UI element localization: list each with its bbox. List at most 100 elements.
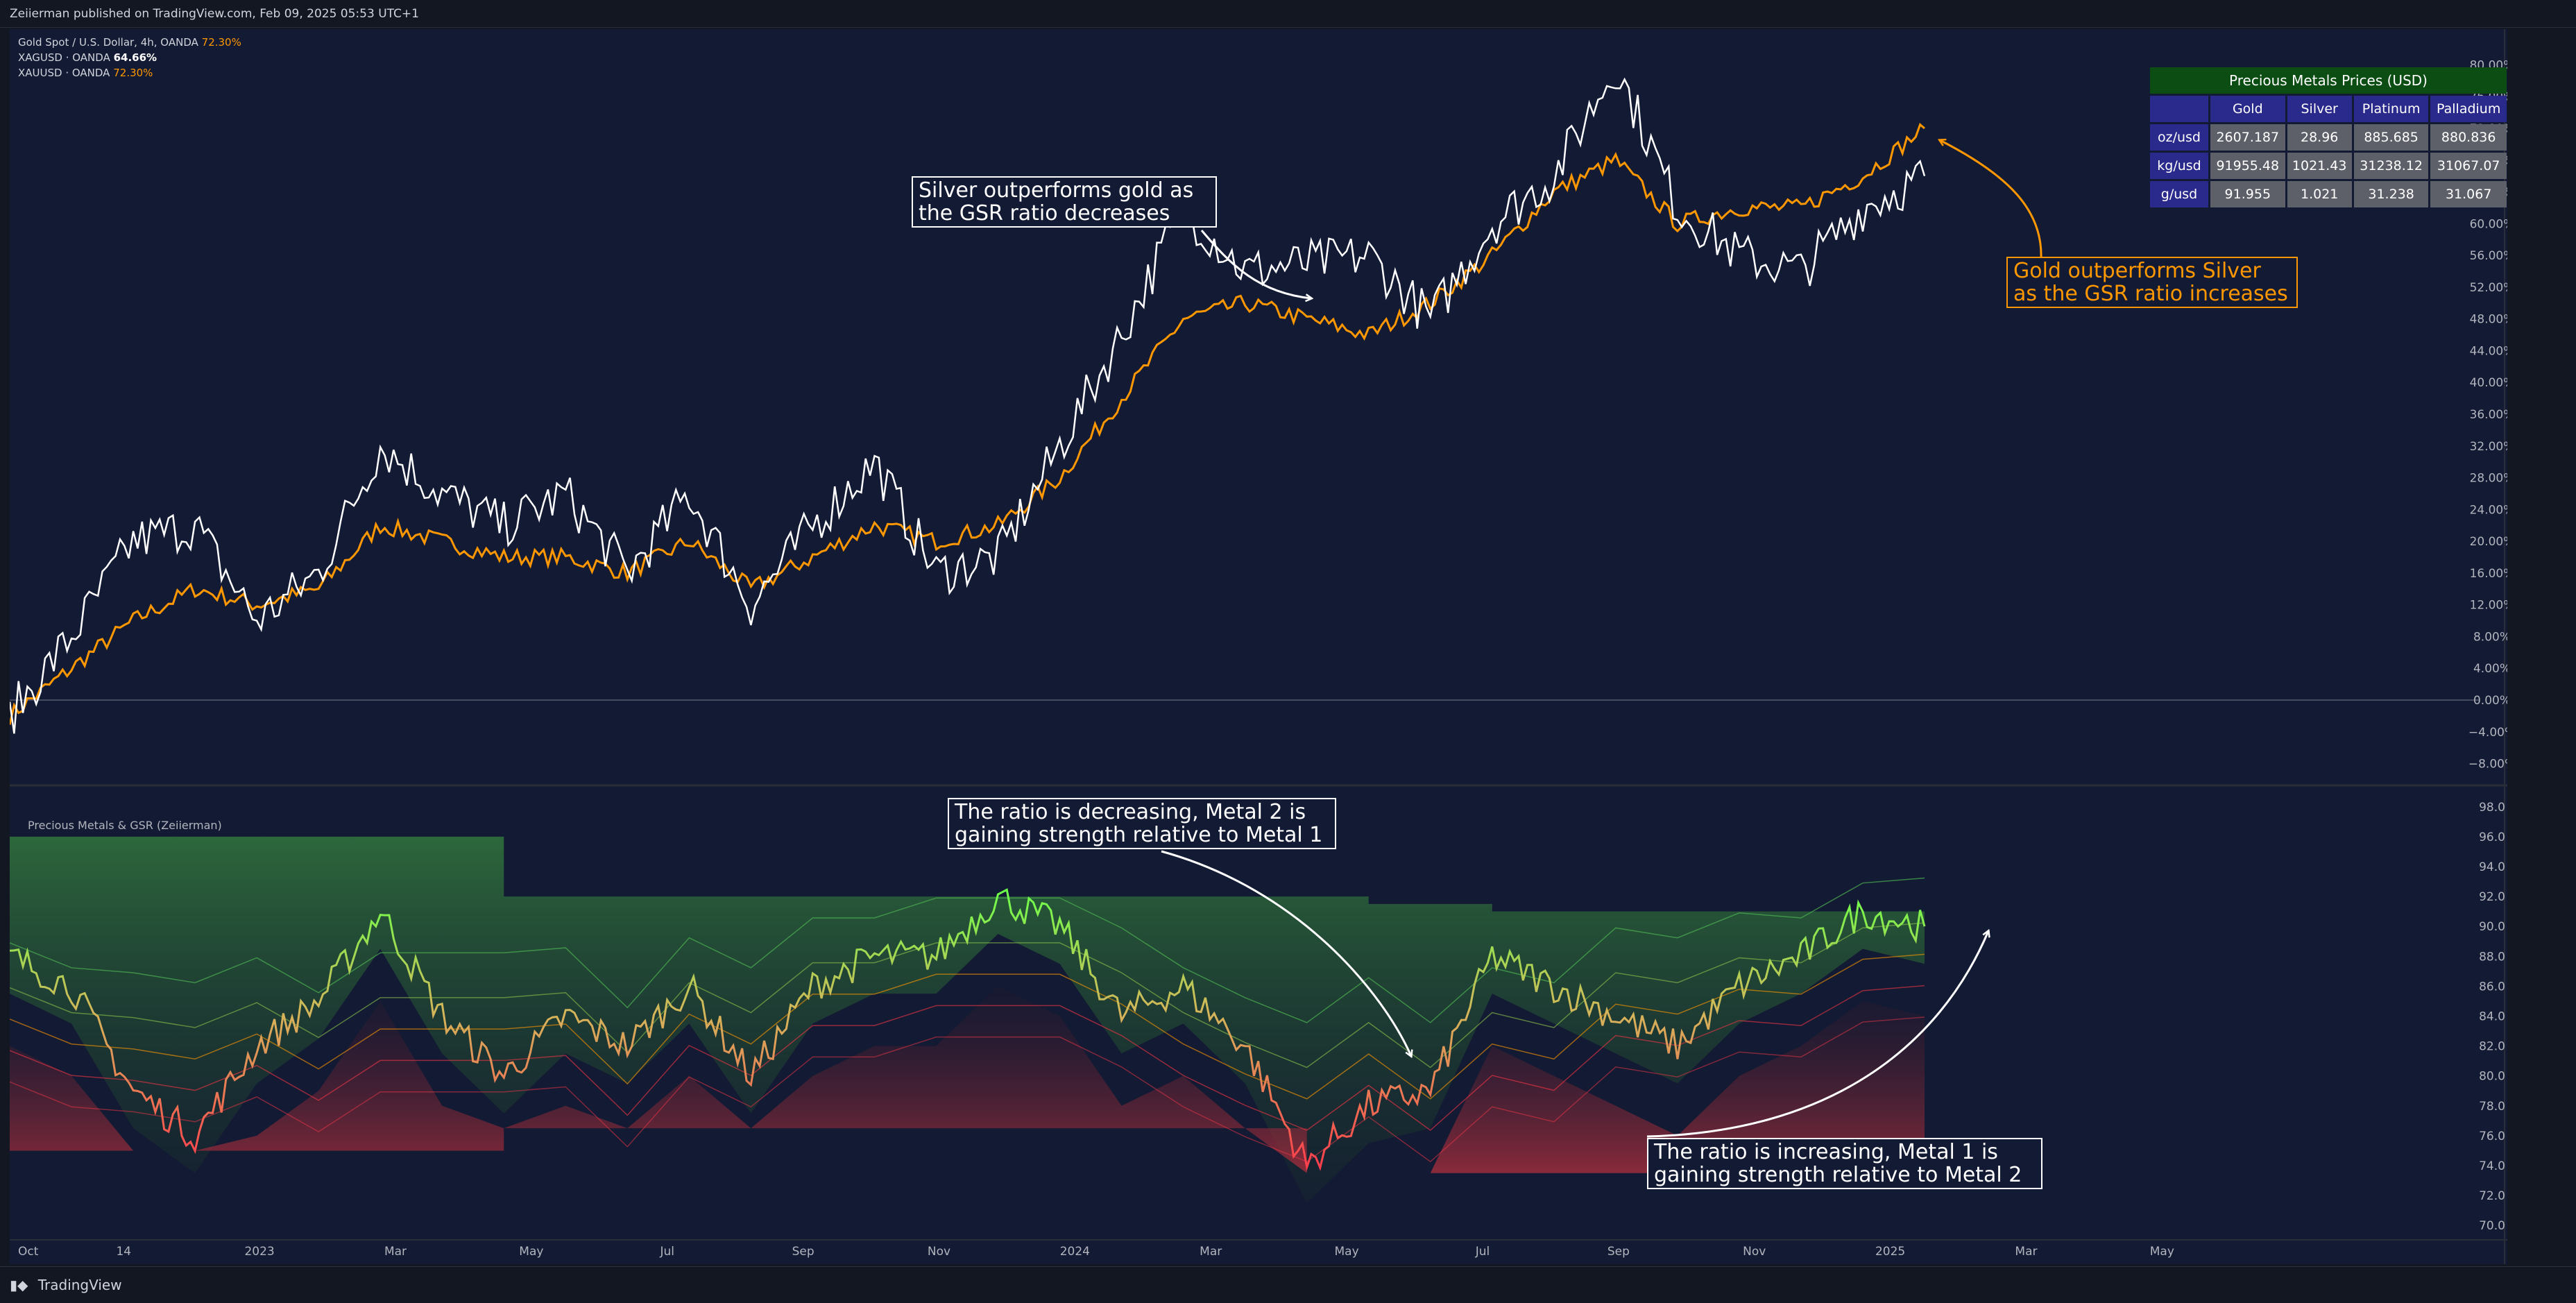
price-tick-label: −8.00% <box>2468 758 2507 772</box>
time-tick-label: 14 <box>116 1245 131 1259</box>
chart-frame[interactable]: 80.00%76.00%72.00%68.00%64.00%60.00%56.0… <box>10 29 2507 1264</box>
xagusd-line[interactable] <box>10 77 1926 734</box>
price-tick-label: 36.00% <box>2470 408 2507 422</box>
price-tick-label: 48.00% <box>2470 313 2507 327</box>
time-tick-label: Mar <box>1200 1245 1222 1259</box>
gold-callout-arrow <box>1940 140 2042 259</box>
table-cell: 31.067 <box>2430 181 2507 207</box>
price-tick-label: 44.00% <box>2470 344 2507 358</box>
price-tick-label: 12.00% <box>2470 599 2507 613</box>
price-tick-label: 16.00% <box>2470 567 2507 581</box>
price-tick-label: 52.00% <box>2470 281 2507 295</box>
time-tick-label: Mar <box>2015 1245 2037 1259</box>
time-tick-label: Sep <box>792 1245 814 1259</box>
time-tick-label: May <box>2150 1245 2174 1259</box>
time-tick-label: Nov <box>1743 1245 1766 1259</box>
price-tick-label: 32.00% <box>2470 440 2507 454</box>
table-header-platinum: Platinum <box>2353 96 2429 122</box>
increasing-callout[interactable]: The ratio is increasing, Metal 1 is gain… <box>1647 1138 2042 1189</box>
table-cell: 1.021 <box>2287 181 2352 207</box>
price-tick-label: 8.00% <box>2473 630 2507 644</box>
ratio-tick-label: 76.0 <box>2479 1130 2505 1143</box>
table-corner <box>2150 96 2208 122</box>
gold-callout[interactable]: Gold outperforms Silver as the GSR ratio… <box>2006 257 2298 308</box>
silver-callout[interactable]: Silver outperforms gold as the GSR ratio… <box>912 176 1217 228</box>
table-header-silver: Silver <box>2287 96 2352 122</box>
price-tick-label: −4.00% <box>2468 726 2507 740</box>
ratio-tick-label: 72.0 <box>2479 1189 2505 1203</box>
price-tick-label: 0.00% <box>2473 694 2507 708</box>
price-tick-label: 4.00% <box>2473 662 2507 676</box>
table-row: oz/usd 2607.187 28.96 885.685 880.836 <box>2150 124 2507 151</box>
ratio-tick-label: 98.0 <box>2479 801 2505 815</box>
silver-callout-arrow <box>1200 230 1311 298</box>
footer: ▮◆ TradingView <box>0 1266 2576 1302</box>
legend-main-row: Gold Spot / U.S. Dollar, 4h, OANDA 72.30… <box>18 35 241 50</box>
ratio-tick-label: 96.0 <box>2479 831 2505 844</box>
table-cell: 91955.48 <box>2210 153 2285 179</box>
legend-xau-row: XAUUSD · OANDA 72.30% <box>18 65 241 80</box>
ratio-tick-label: 86.0 <box>2479 980 2505 994</box>
legend-xag-label: XAGUSD · OANDA <box>18 51 110 64</box>
ratio-tick-label: 84.0 <box>2479 1010 2505 1024</box>
ratio-tick-label: 80.0 <box>2479 1070 2505 1084</box>
decreasing-callout-arrow <box>1161 850 1411 1056</box>
price-tick-label: 60.00% <box>2470 217 2507 231</box>
ratio-tick-label: 82.0 <box>2479 1040 2505 1054</box>
time-tick-label: 2023 <box>244 1245 274 1259</box>
table-cell: 2607.187 <box>2210 124 2285 151</box>
time-tick-label: Sep <box>1607 1245 1630 1259</box>
price-tick-label: 24.00% <box>2470 503 2507 517</box>
legend-symbol: Gold Spot / U.S. Dollar, 4h, OANDA <box>18 36 198 49</box>
time-tick-label: Jul <box>1475 1245 1490 1259</box>
ratio-tick-label: 78.0 <box>2479 1100 2505 1114</box>
price-tick-label: 28.00% <box>2470 472 2507 486</box>
gsr-ratio-line[interactable] <box>10 888 1926 1172</box>
table-cell: 28.96 <box>2287 124 2352 151</box>
time-tick-label: 2024 <box>1060 1245 1090 1259</box>
tradingview-logo-icon: ▮◆ <box>10 1277 28 1293</box>
price-tick-label: 40.00% <box>2470 376 2507 390</box>
ratio-tick-label: 88.0 <box>2479 950 2505 964</box>
lower-price-scale[interactable]: 98.0 96.0 94.0 92.0 90.0 88.0 86.0 84.0 82.0 80.0… <box>2479 801 2505 1233</box>
mid-lower-ma-line <box>10 985 1925 1131</box>
publish-header: Zeiierman published on TradingView.com, … <box>0 0 2576 28</box>
ratio-tick-label: 94.0 <box>2479 860 2505 874</box>
price-tick-label: 56.00% <box>2470 249 2507 263</box>
time-tick-label: 2025 <box>1875 1245 1905 1259</box>
chart-canvas[interactable]: 80.00%76.00%72.00%68.00%64.00%60.00%56.0… <box>10 29 2507 1264</box>
legend-xag-value: 64.66% <box>113 51 157 64</box>
upper-band <box>10 836 1925 1203</box>
metals-price-table: Precious Metals Prices (USD) Gold Silver… <box>2148 65 2509 210</box>
row-label-kg: kg/usd <box>2150 153 2208 179</box>
table-cell: 31.238 <box>2353 181 2429 207</box>
xauusd-line[interactable] <box>10 123 1925 725</box>
table-header-gold: Gold <box>2210 96 2285 122</box>
legend-xag-row: XAGUSD · OANDA 64.66% <box>18 50 241 65</box>
time-tick-label: Nov <box>928 1245 950 1259</box>
lower-band <box>10 986 1925 1173</box>
row-label-oz: oz/usd <box>2150 124 2208 151</box>
ratio-tick-label: 70.0 <box>2479 1219 2505 1233</box>
table-header-palladium: Palladium <box>2430 96 2507 122</box>
table-cell: 31067.07 <box>2430 153 2507 179</box>
time-tick-label: Oct <box>18 1245 39 1259</box>
time-tick-label: May <box>519 1245 543 1259</box>
time-scale[interactable]: Oct 14 2023 Mar May Jul Sep Nov 2024 Mar May Jul Sep… <box>18 1245 2174 1259</box>
symbol-legend[interactable]: Gold Spot / U.S. Dollar, 4h, OANDA 72.30… <box>18 35 241 80</box>
table-title: Precious Metals Prices (USD) <box>2150 67 2507 94</box>
footer-brand: TradingView <box>37 1277 122 1293</box>
increasing-callout-arrow <box>1646 931 1988 1138</box>
legend-xau-value: 72.30% <box>113 67 153 79</box>
indicator-title[interactable]: Precious Metals & GSR (Zeiierman) <box>28 819 222 832</box>
decreasing-callout[interactable]: The ratio is decreasing, Metal 2 is gain… <box>948 798 1336 849</box>
price-tick-label: 20.00% <box>2470 535 2507 549</box>
legend-main-value: 72.30% <box>201 36 241 49</box>
table-cell: 91.955 <box>2210 181 2285 207</box>
ratio-tick-label: 74.0 <box>2479 1159 2505 1173</box>
table-cell: 1021.43 <box>2287 153 2352 179</box>
publish-info: Zeiierman published on TradingView.com, … <box>10 7 419 21</box>
table-cell: 885.685 <box>2353 124 2429 151</box>
time-tick-label: Mar <box>384 1245 407 1259</box>
table-cell: 31238.12 <box>2353 153 2429 179</box>
